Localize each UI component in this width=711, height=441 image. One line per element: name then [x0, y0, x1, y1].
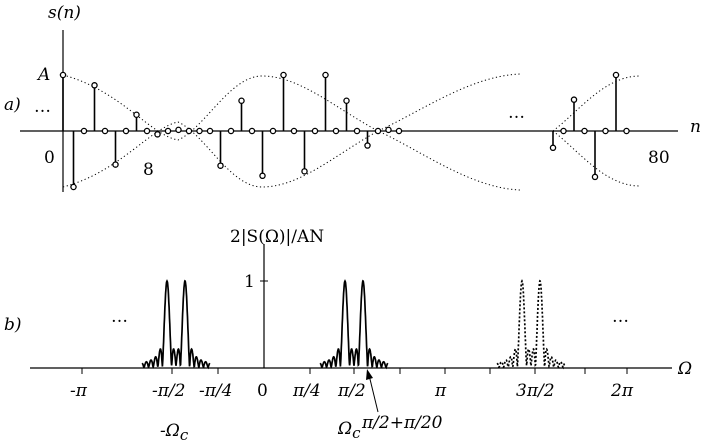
sample-point [290, 127, 298, 135]
sample-point [581, 127, 588, 135]
sample-point [101, 127, 109, 135]
s-axis-title: s(n) [48, 3, 81, 23]
panel-a: a) s(n) A … … n 0 8 80 [4, 3, 701, 192]
tick-minus-pi-half: -π/2 [152, 381, 185, 401]
sample-point [248, 127, 256, 135]
sample-point [185, 127, 193, 135]
tick-pi-half: π/2 [337, 381, 366, 401]
tick-minus-pi-quarter: -π/4 [199, 381, 232, 401]
right-ellipsis: … [508, 103, 525, 123]
sample-point [59, 71, 67, 79]
sample-point [602, 127, 609, 135]
sample-point [311, 127, 319, 135]
neg-cutoff-label: -Ωc [160, 421, 189, 441]
tick-label-eighty: 80 [648, 148, 670, 168]
omega-axis-label: Ω [677, 359, 692, 379]
tick-pi-quarter: π/4 [292, 381, 321, 401]
annotation-arrow-line [368, 374, 379, 413]
left-ellipsis-b: … [111, 307, 128, 327]
tick-pi: π [434, 381, 447, 401]
sample-point [70, 183, 77, 191]
tick-three-pi-half: 3π/2 [516, 381, 555, 401]
tick-label-eight: 8 [143, 160, 154, 180]
tick-zero: 0 [257, 381, 268, 401]
lower-envelope-left [62, 73, 521, 188]
sample-point [122, 127, 130, 135]
left-ellipsis: … [34, 97, 51, 117]
annotation-label: π/2+π/20 [361, 413, 443, 433]
sample-point [164, 127, 172, 135]
sample-point [364, 142, 371, 149]
sample-point [322, 71, 329, 79]
sample-point [591, 173, 599, 181]
sample-point [301, 168, 308, 175]
n-axis-label: n [690, 117, 701, 137]
sample-point [175, 126, 182, 134]
sample-point [259, 172, 266, 180]
sample-point [217, 162, 224, 169]
sample-point [395, 127, 403, 135]
spectrum-negative [141, 279, 211, 370]
sample-point [196, 127, 203, 135]
panel-a-label: a) [4, 95, 21, 115]
panel-b: b) 2|S(Ω)|/AN 1 Ω … … -π -π/2 -π/4 [4, 227, 692, 441]
sample-point [549, 144, 557, 152]
sample-point [280, 71, 287, 79]
sample-point [385, 126, 392, 134]
sample-point [227, 127, 235, 135]
sample-point [143, 127, 151, 135]
sample-point [80, 127, 88, 135]
magnitude-axis-title: 2|S(Ω)|/AN [230, 227, 324, 247]
sample-point [154, 131, 161, 138]
annotation-arrow-head [366, 369, 373, 380]
sample-point [560, 127, 567, 135]
spectrum-periodic-repeat [496, 279, 566, 370]
cutoff-label: Ωc [337, 419, 361, 441]
sample-point [206, 127, 214, 135]
sample-point [332, 127, 340, 135]
y-tick-one-label: 1 [244, 272, 255, 292]
panel-b-label: b) [4, 315, 22, 335]
sample-stems [59, 71, 630, 191]
tick-minus-pi: -π [70, 381, 88, 401]
right-ellipsis-b: … [612, 307, 629, 327]
upper-envelope-right [552, 75, 641, 132]
sample-point [353, 127, 361, 135]
lower-envelope-right [552, 130, 641, 187]
sample-point [612, 71, 620, 79]
omega-ticks [81, 368, 628, 374]
sample-point [133, 111, 140, 119]
spectrum-positive [319, 279, 389, 370]
sample-point [623, 127, 630, 135]
tick-label-zero: 0 [44, 148, 55, 168]
sample-point [91, 82, 98, 89]
amplitude-label: A [36, 65, 50, 85]
tick-two-pi: 2π [610, 381, 634, 401]
sample-point [112, 161, 119, 168]
sample-point [343, 97, 350, 105]
sample-point [238, 97, 245, 105]
sample-point [269, 127, 277, 135]
sample-point [374, 127, 382, 135]
sample-point [570, 96, 578, 103]
